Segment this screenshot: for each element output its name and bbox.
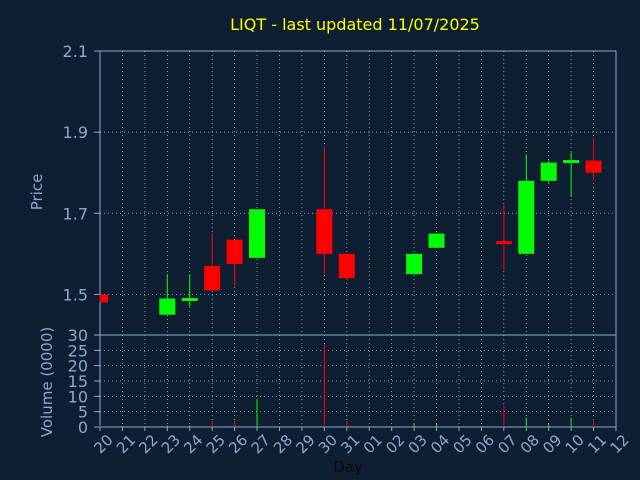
- candle: [159, 274, 176, 315]
- candle-body: [563, 160, 580, 164]
- candle: [563, 152, 580, 198]
- candle: [406, 253, 423, 275]
- candle-body: [100, 294, 108, 303]
- candle: [495, 205, 512, 271]
- candle-body: [316, 209, 333, 254]
- candle-body: [159, 298, 176, 315]
- price-tick-label: 1.7: [63, 204, 88, 223]
- candle: [249, 209, 266, 258]
- candle-body: [406, 253, 423, 275]
- candle-body: [181, 298, 198, 301]
- x-axis-label: Day: [333, 458, 363, 476]
- volume-plot-frame: [99, 334, 617, 428]
- price-tick-label: 1.5: [63, 285, 88, 304]
- candle: [585, 138, 602, 181]
- chart-title: LIQT - last updated 11/07/2025: [230, 15, 480, 34]
- volume-tick-label: 5: [78, 403, 88, 422]
- volume-tick-label: 30: [68, 326, 88, 345]
- candle: [518, 154, 535, 254]
- candle: [540, 160, 557, 183]
- candle: [181, 274, 198, 307]
- candle-body: [226, 239, 243, 264]
- candle: [316, 146, 333, 275]
- candle: [204, 233, 221, 291]
- price-panel: 1.5 1.7 1.9 2.1: [63, 42, 617, 336]
- candle: [428, 233, 445, 248]
- volume-tick-label: 15: [68, 372, 88, 391]
- price-plot-frame: [99, 50, 617, 336]
- candle-body: [585, 160, 602, 173]
- candle: [99, 294, 108, 303]
- candle: [226, 239, 243, 287]
- volume-tick-label: 0: [78, 418, 88, 437]
- candle-body: [540, 162, 557, 181]
- volume-axis-label: Volume (0000): [38, 327, 56, 437]
- volume-tick-label: 10: [68, 387, 88, 406]
- candle-body: [249, 209, 266, 258]
- price-tick-label: 1.9: [63, 123, 88, 142]
- volume-tick-label: 25: [68, 341, 88, 360]
- volume-tick-label: 20: [68, 357, 88, 376]
- candle-body: [428, 233, 445, 248]
- candle: [338, 253, 355, 281]
- price-tick-label: 2.1: [63, 42, 88, 61]
- candle-body: [495, 241, 512, 245]
- price-axis-label: Price: [28, 174, 46, 211]
- candle-body: [518, 180, 535, 254]
- x-tick-label: 12: [607, 431, 633, 457]
- volume-panel: 0510152025302021222324252627282930310102…: [68, 326, 633, 457]
- candle-body: [338, 253, 355, 279]
- candle-body: [204, 266, 221, 291]
